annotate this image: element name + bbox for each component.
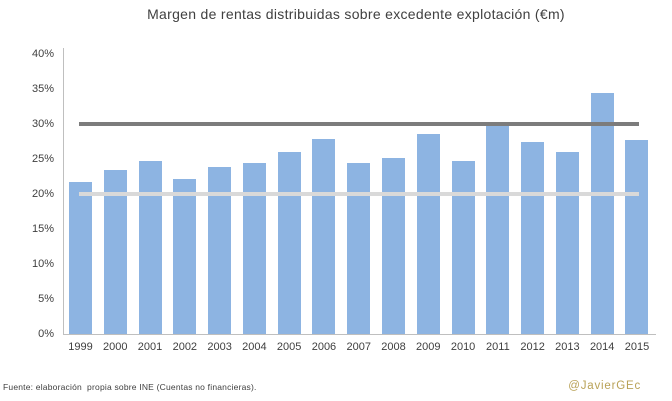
x-axis-tick-label: 2009: [416, 341, 441, 353]
bar-2011: [486, 124, 510, 334]
x-axis-tick-label: 2000: [103, 341, 128, 353]
y-axis-line: [63, 48, 64, 334]
x-axis-tick-label: 2005: [276, 341, 302, 353]
x-axis-tick-label: 2003: [207, 341, 232, 353]
bar-2001: [138, 161, 162, 334]
x-axis-tick-label: 2004: [242, 341, 267, 353]
bar-2004: [242, 162, 266, 334]
bar-2013: [555, 152, 579, 334]
x-axis-tick-label: 2015: [624, 341, 650, 353]
y-axis-tick-label: 0%: [38, 328, 54, 340]
bar-2005: [277, 152, 301, 334]
y-axis-tick-label: 30%: [31, 118, 54, 130]
x-axis-tick-label: 2011: [486, 341, 510, 353]
bar-2002: [173, 178, 197, 334]
bar-1999: [69, 182, 92, 334]
x-axis-tick-label: 2001: [137, 341, 163, 353]
y-axis-tick-label: 25%: [31, 153, 54, 165]
bar-2015: [625, 140, 649, 334]
bar-2008: [382, 157, 406, 334]
x-axis-tick-label: 2002: [172, 341, 198, 353]
x-axis-tick-label: 1999: [68, 341, 93, 353]
x-axis-tick-label: 2006: [311, 341, 337, 353]
x-axis-tick-label: 2012: [520, 341, 545, 353]
chart-title: Margen de rentas distribuidas sobre exce…: [147, 6, 565, 22]
y-axis-tick-label: 35%: [31, 83, 54, 95]
bar-2014: [590, 92, 614, 334]
y-axis-tick-label: 40%: [31, 48, 54, 60]
reference-line-20pct: [79, 192, 639, 196]
y-axis-tick-label: 15%: [31, 223, 54, 235]
reference-line-30pct: [79, 122, 639, 126]
x-axis-tick-label: 2010: [450, 341, 476, 353]
y-axis-tick-label: 20%: [31, 188, 54, 200]
x-axis-tick-label: 2008: [381, 341, 406, 353]
bar-2006: [312, 139, 336, 334]
y-axis-tick-label: 5%: [38, 293, 54, 305]
credit-handle: @JavierGEc: [568, 380, 641, 392]
x-axis-line: [63, 334, 656, 335]
bar-2012: [521, 141, 545, 334]
y-axis-tick-label: 10%: [31, 258, 54, 270]
bar-2000: [103, 170, 127, 334]
bar-2007: [347, 163, 371, 334]
source-note: Fuente: elaboración propia sobre INE (Cu…: [3, 382, 257, 392]
bar-2010: [451, 161, 475, 334]
bar-2003: [208, 167, 232, 334]
x-axis-tick-label: 2013: [555, 341, 580, 353]
x-axis-tick-label: 2007: [346, 341, 371, 353]
bar-2009: [416, 133, 440, 334]
x-axis-tick-label: 2014: [589, 341, 615, 353]
